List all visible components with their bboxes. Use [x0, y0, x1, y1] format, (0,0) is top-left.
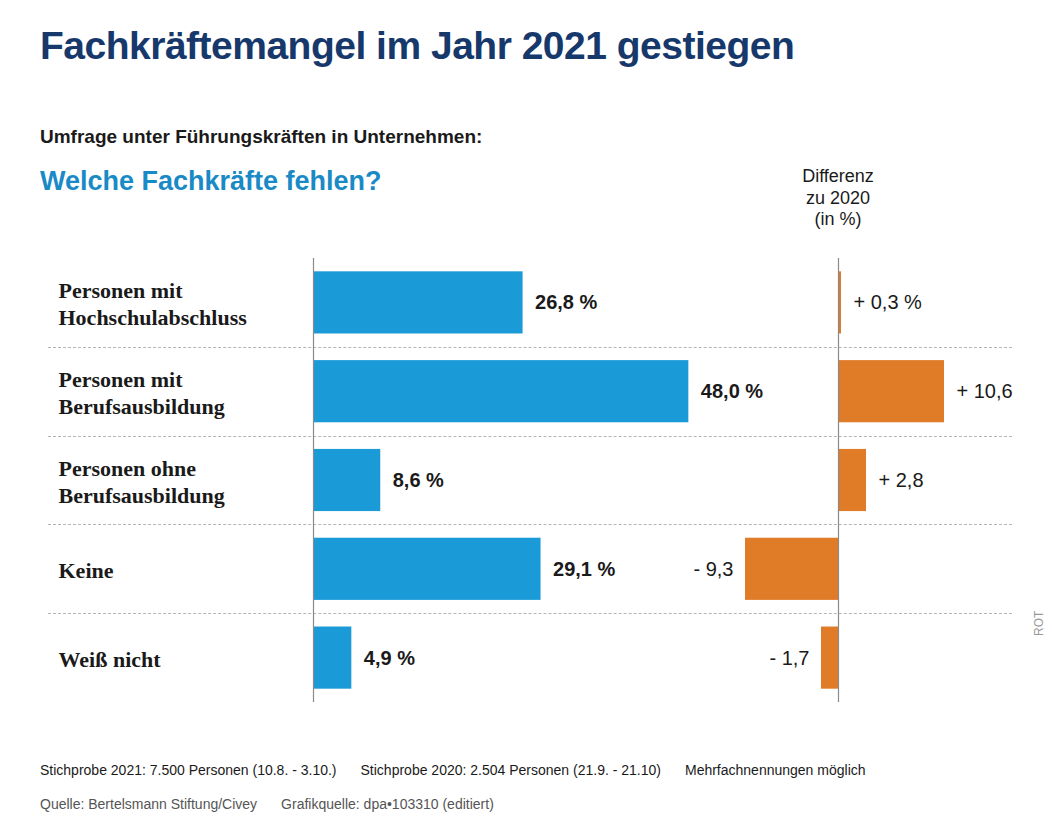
svg-text:Personen ohneBerufsausbildung: Personen ohneBerufsausbildung	[59, 456, 225, 509]
html-text:Stichprobe 2021: 7.500 Persone: Stichprobe 2021: 7.500 Personen (10.8. -…	[40, 762, 337, 778]
html-text:Differenz zu 2020 (in %): Differenz zu 2020 (in %)	[802, 166, 874, 230]
svg-text:8,6 %: 8,6 %	[393, 469, 444, 491]
html-text:Quelle: Bertelsmann Stiftung/C: Quelle: Bertelsmann Stiftung/Civey	[40, 796, 258, 812]
svg-text:Keine: Keine	[59, 558, 114, 583]
svg-text:- 1,7: - 1,7	[769, 647, 809, 669]
svg-text:Personen mitBerufsausbildung: Personen mitBerufsausbildung	[59, 367, 225, 420]
svg-text:+ 2,8: + 2,8	[879, 469, 924, 491]
html-text:ROT: ROT	[1032, 610, 1046, 636]
html-text:Mehrfachnennungen möglich: Mehrfachnennungen möglich	[685, 762, 866, 778]
html-text:Stichprobe 2020: 2.504 Persone: Stichprobe 2020: 2.504 Personen (21.9. -…	[360, 762, 661, 778]
svg-text:26,8 %: 26,8 %	[535, 291, 597, 313]
svg-text:+ 10,6: + 10,6	[957, 380, 1013, 402]
html-text:Grafikquelle: dpa•103310 (edit: Grafikquelle: dpa•103310 (editiert)	[281, 796, 494, 812]
svg-text:- 9,3: - 9,3	[693, 558, 733, 580]
html-text:Welche Fachkräfte fehlen?: Welche Fachkräfte fehlen?	[40, 166, 382, 196]
html-text:Umfrage unter Führungskräften: Umfrage unter Führungskräften in Unterne…	[40, 126, 483, 147]
svg-text:+ 0,3 %: + 0,3 %	[854, 291, 923, 313]
svg-text:4,9 %: 4,9 %	[364, 647, 415, 669]
svg-text:Personen mitHochschulabschluss: Personen mitHochschulabschluss	[59, 278, 248, 331]
html-text:Fachkräftemangel im Jahr 2021: Fachkräftemangel im Jahr 2021 gestiegen	[40, 24, 795, 67]
svg-text:48,0 %: 48,0 %	[701, 380, 763, 402]
svg-text:Weiß nicht: Weiß nicht	[59, 647, 162, 672]
svg-text:29,1 %: 29,1 %	[553, 558, 615, 580]
